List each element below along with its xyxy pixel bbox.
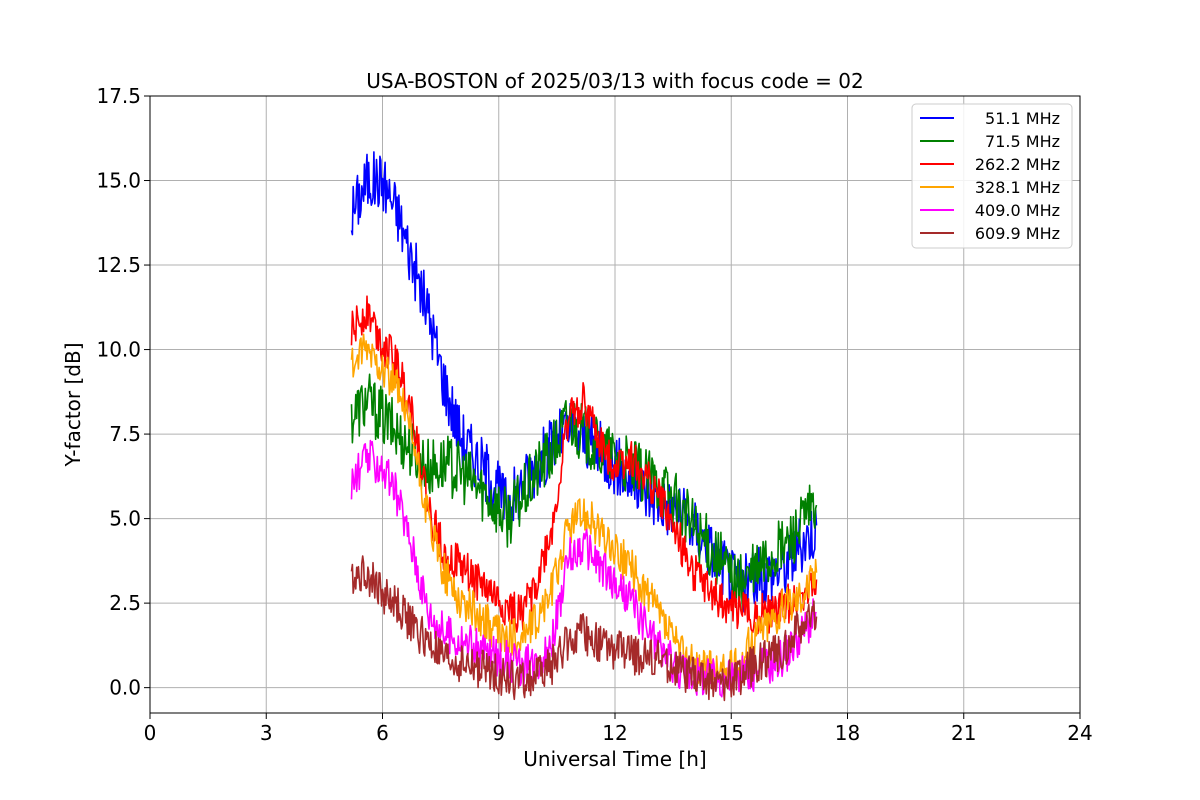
y-tick-label: 5.0 [109,507,141,531]
x-tick-label: 21 [951,721,976,745]
chart-title: USA-BOSTON of 2025/03/13 with focus code… [366,69,863,93]
plot-frame [149,95,1081,714]
legend-label: 409.0 MHz [975,201,1060,220]
y-tick-label: 10.0 [96,338,141,362]
legend-label: 71.5 MHz [985,132,1060,151]
y-tick-label: 0.0 [109,676,141,700]
series-line-609-9-mhz [350,555,818,702]
legend-label: 51.1 MHz [985,109,1060,128]
x-tick-label: 9 [492,721,505,745]
x-tick-label: 0 [144,721,157,745]
y-axis-label: Y-factor [dB] [61,342,85,467]
y-tick-label: 2.5 [109,591,141,615]
x-tick-label: 12 [602,721,627,745]
y-tick-label: 12.5 [96,253,141,277]
x-tick-label: 24 [1067,721,1092,745]
legend-label: 262.2 MHz [975,155,1060,174]
x-tick-label: 15 [719,721,744,745]
x-tick-label: 6 [376,721,389,745]
legend-label: 328.1 MHz [975,178,1060,197]
y-tick-label: 15.0 [96,169,141,193]
series-line-328-1-mhz [350,333,818,689]
x-axis-label: Universal Time [h] [523,747,706,771]
x-tick-label: 18 [835,721,860,745]
x-tick-label: 3 [260,721,273,745]
y-tick-label: 17.5 [96,84,141,108]
series-line-409-0-mhz [350,439,817,698]
y-tick-label: 7.5 [109,422,141,446]
legend-label: 609.9 MHz [975,224,1060,243]
